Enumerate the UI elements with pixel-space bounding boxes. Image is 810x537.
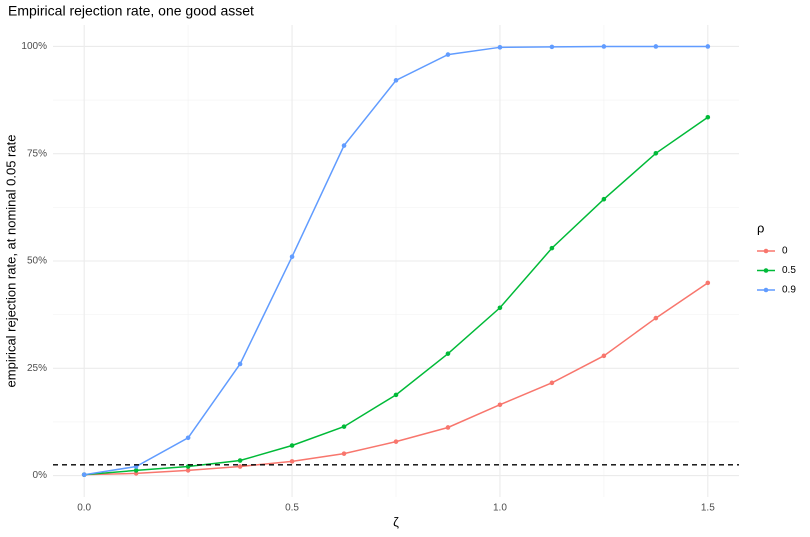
data-point [185, 468, 191, 473]
legend-title: ρ [757, 220, 764, 235]
legend-point [763, 287, 769, 293]
data-point [393, 439, 399, 444]
data-point [653, 315, 659, 321]
data-point [393, 78, 399, 83]
x-tick-label: 0.5 [285, 503, 299, 514]
data-point [393, 392, 399, 398]
data-point [653, 44, 659, 49]
data-point [601, 44, 607, 49]
data-point [497, 305, 503, 311]
data-point [601, 353, 607, 359]
x-tick-label: 0.0 [77, 503, 91, 514]
data-point [705, 114, 711, 120]
data-point [705, 44, 711, 49]
y-axis-title: empirical rejection rate, at nominal 0.0… [3, 135, 18, 388]
legend-point [763, 248, 769, 254]
data-point [549, 44, 555, 50]
data-point [237, 361, 243, 367]
y-tick-label: 25% [27, 363, 47, 374]
data-point [653, 150, 659, 156]
legend-label: 0.5 [782, 265, 796, 276]
chart-title: Empirical rejection rate, one good asset [8, 3, 254, 19]
data-point [497, 402, 503, 408]
y-tick-label: 0% [33, 470, 48, 481]
data-point [445, 425, 451, 430]
data-point [81, 472, 87, 477]
data-point [497, 45, 503, 50]
x-tick-label: 1.0 [493, 503, 507, 514]
y-tick-label: 50% [27, 256, 47, 267]
legend-label: 0 [782, 246, 788, 257]
x-axis-title: ζ [393, 514, 399, 529]
data-point [237, 458, 243, 463]
data-point [601, 196, 607, 202]
legend-point [763, 268, 769, 273]
data-point [341, 451, 347, 456]
data-point [185, 435, 191, 441]
data-point [133, 468, 139, 473]
data-point [341, 143, 347, 148]
legend-label: 0.9 [782, 285, 796, 296]
data-point [237, 464, 243, 469]
data-point [289, 254, 295, 260]
data-point [549, 245, 555, 251]
data-point [549, 380, 555, 386]
data-point [445, 52, 451, 57]
y-tick-label: 100% [21, 41, 47, 52]
data-point [445, 351, 451, 356]
data-point [289, 443, 295, 448]
y-tick-label: 75% [27, 148, 47, 159]
data-point [705, 280, 711, 286]
data-point [341, 424, 347, 429]
data-point [289, 459, 295, 464]
x-tick-label: 1.5 [701, 503, 715, 514]
